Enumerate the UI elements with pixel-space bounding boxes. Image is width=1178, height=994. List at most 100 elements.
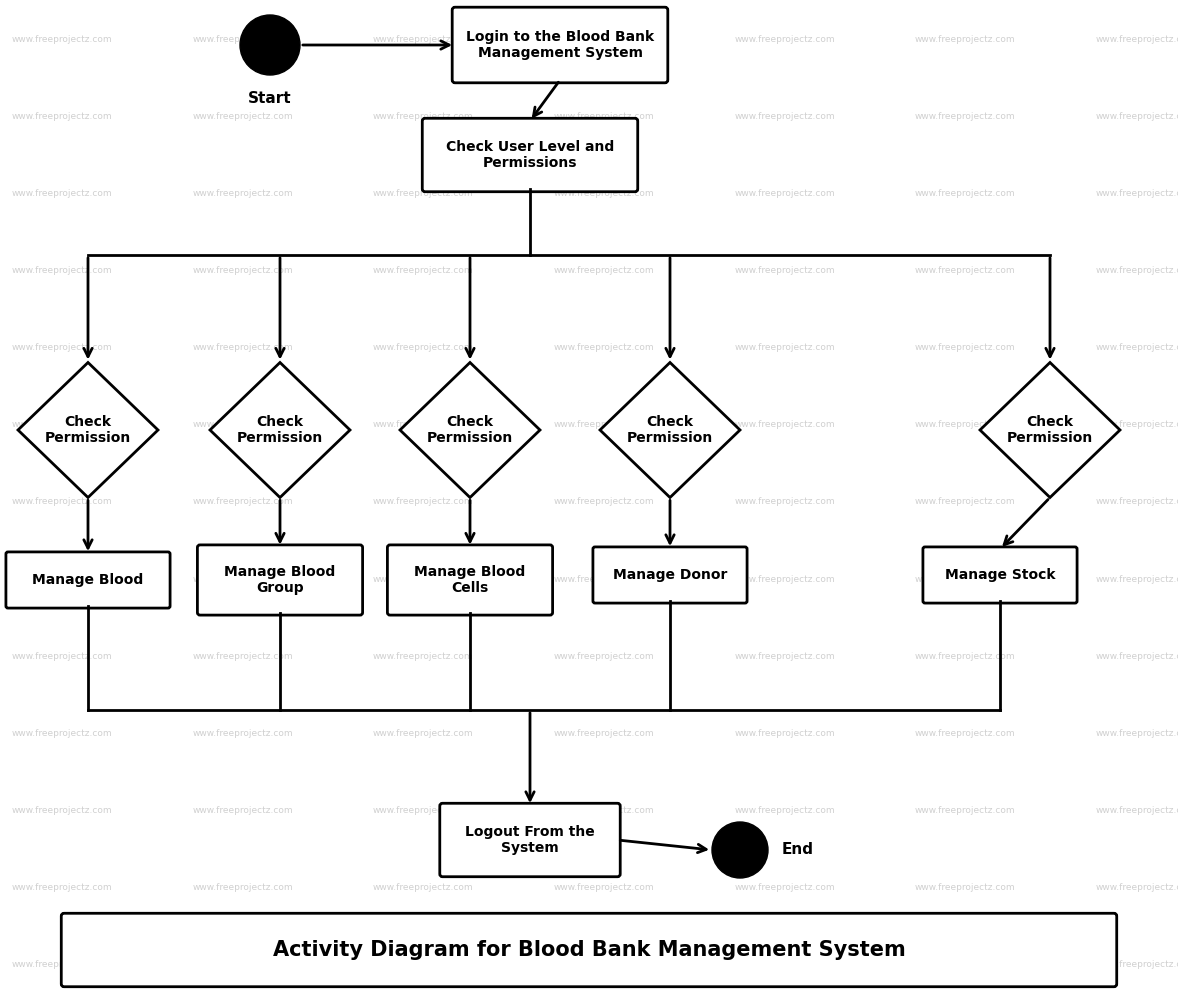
FancyBboxPatch shape [439,803,621,877]
Text: www.freeprojectz.com: www.freeprojectz.com [192,497,293,507]
Text: Manage Stock: Manage Stock [945,568,1055,582]
FancyBboxPatch shape [922,547,1077,603]
Text: www.freeprojectz.com: www.freeprojectz.com [373,112,474,121]
Text: www.freeprojectz.com: www.freeprojectz.com [1096,805,1178,815]
Text: Manage Blood
Group: Manage Blood Group [224,565,336,595]
Text: www.freeprojectz.com: www.freeprojectz.com [12,729,112,738]
Text: www.freeprojectz.com: www.freeprojectz.com [734,883,835,892]
Text: www.freeprojectz.com: www.freeprojectz.com [734,266,835,275]
Text: www.freeprojectz.com: www.freeprojectz.com [734,420,835,429]
Text: www.freeprojectz.com: www.freeprojectz.com [192,112,293,121]
Text: www.freeprojectz.com: www.freeprojectz.com [554,420,654,429]
Text: www.freeprojectz.com: www.freeprojectz.com [12,35,112,45]
Text: Login to the Blood Bank
Management System: Login to the Blood Bank Management Syste… [466,30,654,60]
Text: www.freeprojectz.com: www.freeprojectz.com [554,343,654,353]
Text: www.freeprojectz.com: www.freeprojectz.com [192,805,293,815]
Text: www.freeprojectz.com: www.freeprojectz.com [554,35,654,45]
Text: End: End [782,843,814,858]
FancyBboxPatch shape [422,118,637,192]
Text: www.freeprojectz.com: www.freeprojectz.com [915,805,1015,815]
Text: www.freeprojectz.com: www.freeprojectz.com [1096,497,1178,507]
Text: www.freeprojectz.com: www.freeprojectz.com [554,651,654,661]
Text: www.freeprojectz.com: www.freeprojectz.com [12,497,112,507]
Text: www.freeprojectz.com: www.freeprojectz.com [373,651,474,661]
Polygon shape [401,363,540,498]
FancyBboxPatch shape [198,545,363,615]
Polygon shape [600,363,740,498]
Text: www.freeprojectz.com: www.freeprojectz.com [734,575,835,583]
Text: www.freeprojectz.com: www.freeprojectz.com [1096,420,1178,429]
Text: www.freeprojectz.com: www.freeprojectz.com [12,420,112,429]
Text: www.freeprojectz.com: www.freeprojectz.com [1096,883,1178,892]
Text: www.freeprojectz.com: www.freeprojectz.com [192,420,293,429]
FancyBboxPatch shape [61,913,1117,987]
FancyBboxPatch shape [388,545,552,615]
Text: www.freeprojectz.com: www.freeprojectz.com [554,729,654,738]
Text: www.freeprojectz.com: www.freeprojectz.com [915,189,1015,199]
Text: Check
Permission: Check Permission [237,414,323,445]
Text: www.freeprojectz.com: www.freeprojectz.com [915,651,1015,661]
Text: Check
Permission: Check Permission [426,414,514,445]
Circle shape [240,15,300,75]
Text: www.freeprojectz.com: www.freeprojectz.com [915,266,1015,275]
Text: www.freeprojectz.com: www.freeprojectz.com [915,575,1015,583]
Text: www.freeprojectz.com: www.freeprojectz.com [373,959,474,969]
Text: www.freeprojectz.com: www.freeprojectz.com [1096,729,1178,738]
Polygon shape [980,363,1120,498]
Text: www.freeprojectz.com: www.freeprojectz.com [1096,112,1178,121]
Text: www.freeprojectz.com: www.freeprojectz.com [915,959,1015,969]
Circle shape [712,822,768,878]
FancyBboxPatch shape [593,547,747,603]
Text: www.freeprojectz.com: www.freeprojectz.com [554,189,654,199]
Text: www.freeprojectz.com: www.freeprojectz.com [373,420,474,429]
Text: www.freeprojectz.com: www.freeprojectz.com [915,883,1015,892]
Text: Manage Blood
Cells: Manage Blood Cells [415,565,525,595]
Text: www.freeprojectz.com: www.freeprojectz.com [1096,35,1178,45]
Text: www.freeprojectz.com: www.freeprojectz.com [12,112,112,121]
Text: www.freeprojectz.com: www.freeprojectz.com [554,575,654,583]
Text: www.freeprojectz.com: www.freeprojectz.com [12,883,112,892]
FancyBboxPatch shape [6,552,170,608]
Text: www.freeprojectz.com: www.freeprojectz.com [373,343,474,353]
Text: www.freeprojectz.com: www.freeprojectz.com [1096,651,1178,661]
Text: www.freeprojectz.com: www.freeprojectz.com [373,575,474,583]
Text: www.freeprojectz.com: www.freeprojectz.com [734,35,835,45]
Text: www.freeprojectz.com: www.freeprojectz.com [554,883,654,892]
Text: www.freeprojectz.com: www.freeprojectz.com [1096,266,1178,275]
Polygon shape [210,363,350,498]
Text: www.freeprojectz.com: www.freeprojectz.com [734,805,835,815]
Text: www.freeprojectz.com: www.freeprojectz.com [1096,575,1178,583]
Text: www.freeprojectz.com: www.freeprojectz.com [915,112,1015,121]
Text: www.freeprojectz.com: www.freeprojectz.com [192,959,293,969]
Text: www.freeprojectz.com: www.freeprojectz.com [12,575,112,583]
Text: www.freeprojectz.com: www.freeprojectz.com [734,959,835,969]
Text: Check
Permission: Check Permission [1007,414,1093,445]
Text: www.freeprojectz.com: www.freeprojectz.com [12,805,112,815]
Text: www.freeprojectz.com: www.freeprojectz.com [1096,959,1178,969]
Text: www.freeprojectz.com: www.freeprojectz.com [734,651,835,661]
Text: Check User Level and
Permissions: Check User Level and Permissions [446,140,614,170]
Text: www.freeprojectz.com: www.freeprojectz.com [373,805,474,815]
Circle shape [716,826,765,874]
Text: www.freeprojectz.com: www.freeprojectz.com [192,575,293,583]
Text: www.freeprojectz.com: www.freeprojectz.com [554,805,654,815]
Text: www.freeprojectz.com: www.freeprojectz.com [734,343,835,353]
Text: Check
Permission: Check Permission [45,414,131,445]
Text: www.freeprojectz.com: www.freeprojectz.com [192,883,293,892]
Text: Manage Donor: Manage Donor [613,568,727,582]
Text: www.freeprojectz.com: www.freeprojectz.com [12,343,112,353]
Text: Start: Start [249,91,292,106]
Text: www.freeprojectz.com: www.freeprojectz.com [1096,189,1178,199]
Text: www.freeprojectz.com: www.freeprojectz.com [192,343,293,353]
Text: www.freeprojectz.com: www.freeprojectz.com [915,35,1015,45]
Text: www.freeprojectz.com: www.freeprojectz.com [12,959,112,969]
Text: www.freeprojectz.com: www.freeprojectz.com [12,266,112,275]
FancyBboxPatch shape [452,7,668,83]
Text: www.freeprojectz.com: www.freeprojectz.com [915,343,1015,353]
Text: www.freeprojectz.com: www.freeprojectz.com [373,497,474,507]
Text: www.freeprojectz.com: www.freeprojectz.com [192,729,293,738]
Text: www.freeprojectz.com: www.freeprojectz.com [915,497,1015,507]
Text: www.freeprojectz.com: www.freeprojectz.com [554,959,654,969]
Text: www.freeprojectz.com: www.freeprojectz.com [554,266,654,275]
Text: www.freeprojectz.com: www.freeprojectz.com [192,266,293,275]
